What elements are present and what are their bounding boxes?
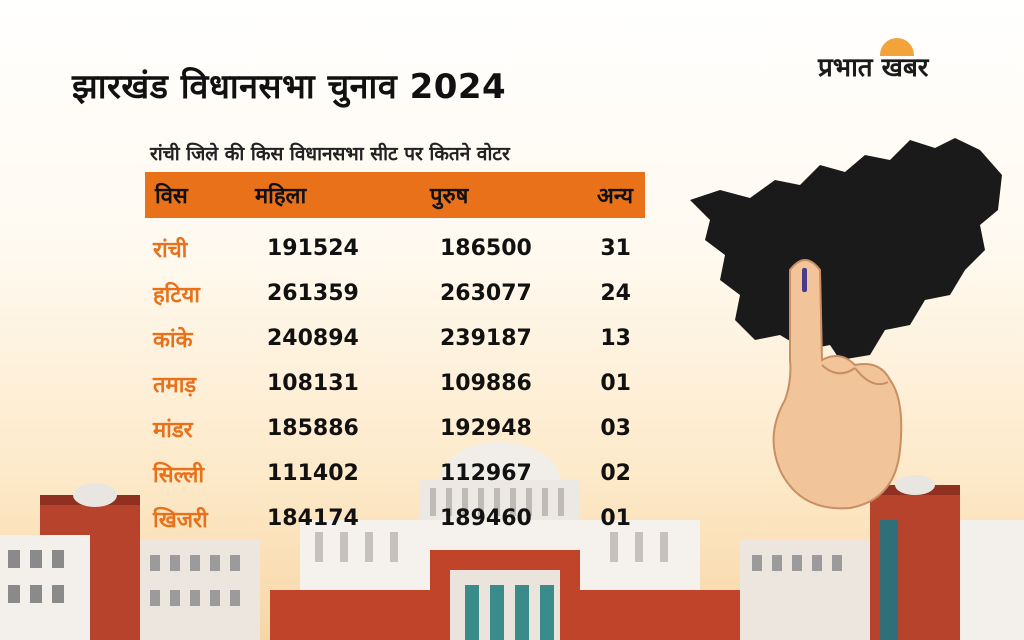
other-count: 01 — [600, 506, 631, 531]
seat-name: हटिया — [153, 282, 200, 308]
table-row: हटिया 261359 263077 24 — [145, 271, 645, 316]
other-count: 24 — [600, 281, 631, 306]
other-count: 31 — [600, 236, 631, 261]
header-female: महिला — [255, 184, 307, 209]
voter-table: विस महिला पुरुष अन्य रांची 191524 186500… — [145, 172, 645, 541]
female-count: 184174 — [267, 506, 359, 531]
header-male: पुरुष — [430, 184, 469, 209]
other-count: 01 — [600, 371, 631, 396]
voter-finger-icon — [772, 259, 903, 510]
other-count: 02 — [600, 461, 631, 486]
seat-name: सिल्ली — [153, 462, 205, 488]
table-row: तमाड़ 108131 109886 01 — [145, 361, 645, 406]
table-row: रांची 191524 186500 31 — [145, 226, 645, 271]
table-row: सिल्ली 111402 112967 02 — [145, 451, 645, 496]
female-count: 191524 — [267, 236, 359, 261]
female-count: 185886 — [267, 416, 359, 441]
header-seat: विस — [155, 184, 188, 209]
jharkhand-map-icon — [690, 138, 1002, 360]
seat-name: मांडर — [153, 417, 193, 443]
male-count: 186500 — [440, 236, 532, 261]
page-title: झारखंड विधानसभा चुनाव 2024 — [72, 67, 507, 107]
table-header: विस महिला पुरुष अन्य — [145, 172, 645, 218]
male-count: 263077 — [440, 281, 532, 306]
male-count: 112967 — [440, 461, 532, 486]
brand-logo: प्रभात खबर — [818, 38, 998, 88]
assembly-building-illustration — [0, 442, 1024, 640]
female-count: 261359 — [267, 281, 359, 306]
male-count: 239187 — [440, 326, 532, 351]
female-count: 108131 — [267, 371, 359, 396]
female-count: 111402 — [267, 461, 359, 486]
table-row: मांडर 185886 192948 03 — [145, 406, 645, 451]
table-row: खिजरी 184174 189460 01 — [145, 496, 645, 541]
male-count: 189460 — [440, 506, 532, 531]
table-subtitle: रांची जिले की किस विधानसभा सीट पर कितने … — [150, 143, 510, 165]
female-count: 240894 — [267, 326, 359, 351]
other-count: 03 — [600, 416, 631, 441]
seat-name: कांके — [153, 327, 193, 353]
seat-name: खिजरी — [153, 507, 208, 533]
sun-icon — [880, 38, 914, 56]
header-other: अन्य — [596, 184, 633, 209]
brand-logo-text: प्रभात खबर — [818, 53, 929, 83]
table-row: कांके 240894 239187 13 — [145, 316, 645, 361]
male-count: 109886 — [440, 371, 532, 396]
seat-name: तमाड़ — [153, 372, 197, 398]
seat-name: रांची — [153, 237, 188, 263]
other-count: 13 — [600, 326, 631, 351]
male-count: 192948 — [440, 416, 532, 441]
